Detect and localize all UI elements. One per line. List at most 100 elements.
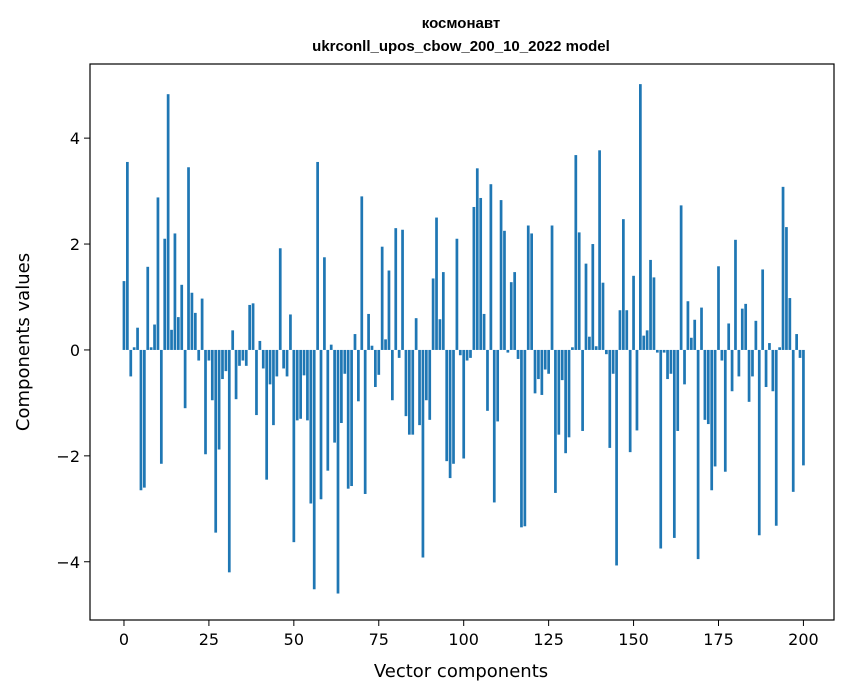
bar-12 [163, 238, 167, 350]
bar-158 [659, 349, 663, 549]
x-tick-label-75: 75 [369, 630, 389, 649]
bar-166 [686, 301, 690, 350]
bar-21 [193, 312, 197, 350]
bar-177 [723, 349, 727, 472]
bar-84 [407, 349, 411, 435]
bar-110 [496, 349, 500, 422]
bar-194 [781, 186, 785, 350]
bar-38 [251, 303, 255, 350]
bar-89 [424, 349, 428, 401]
bar-0 [122, 281, 126, 350]
x-tick-label-0: 0 [119, 630, 129, 649]
bar-24 [204, 349, 207, 455]
bar-28 [217, 349, 221, 450]
bar-137 [588, 336, 591, 350]
bar-200 [802, 349, 805, 466]
bar-7 [146, 266, 150, 350]
y-axis-label: Components values [13, 253, 34, 431]
bar-50 [292, 349, 296, 543]
bar-174 [713, 349, 717, 467]
bar-59 [323, 257, 326, 350]
bar-154 [645, 330, 649, 350]
bar-79 [391, 349, 394, 401]
bar-9 [153, 324, 156, 350]
bar-37 [248, 304, 252, 350]
bar-56 [312, 349, 316, 590]
bar-17 [180, 284, 184, 350]
bar-5 [139, 349, 143, 491]
bar-32 [231, 330, 235, 350]
bar-18 [183, 349, 187, 409]
bar-195 [785, 227, 788, 350]
bar-139 [594, 346, 598, 350]
x-tick-label-200: 200 [788, 630, 819, 649]
x-tick-label-100: 100 [448, 630, 479, 649]
bar-90 [428, 349, 432, 420]
bar-104 [475, 168, 479, 350]
bar-96 [448, 349, 452, 479]
bar-62 [333, 349, 336, 443]
bar-4 [136, 327, 139, 350]
bar-19 [187, 167, 190, 350]
bar-187 [757, 349, 761, 536]
bar-148 [625, 310, 629, 350]
bar-118 [523, 349, 527, 527]
bar-167 [689, 337, 693, 350]
x-axis-label: Vector components [374, 661, 548, 682]
bar-49 [289, 314, 292, 350]
bar-99 [458, 349, 462, 356]
bar-125 [547, 349, 550, 374]
bar-43 [268, 349, 272, 385]
bar-35 [241, 349, 245, 361]
bar-105 [479, 197, 483, 350]
bar-143 [608, 349, 612, 448]
bar-134 [577, 232, 581, 350]
bar-115 [513, 272, 517, 350]
bar-189 [764, 349, 768, 388]
bar-94 [441, 272, 445, 350]
bar-119 [526, 225, 530, 350]
bar-74 [374, 349, 377, 388]
bar-120 [530, 233, 533, 350]
bar-193 [778, 347, 781, 350]
bar-136 [584, 263, 588, 350]
y-tick-label--4: −4 [56, 553, 80, 572]
bar-69 [357, 349, 360, 402]
bar-70 [360, 196, 364, 350]
chart-title-line1: космонавт [422, 15, 500, 32]
bar-26 [210, 349, 214, 401]
bar-178 [727, 323, 731, 350]
bar-92 [435, 217, 438, 350]
bar-13 [166, 94, 170, 350]
bar-85 [411, 349, 415, 435]
bar-131 [567, 349, 571, 438]
bar-175 [717, 266, 720, 350]
bar-14 [170, 329, 173, 350]
bar-29 [221, 349, 224, 380]
bar-179 [730, 349, 734, 392]
bar-80 [394, 228, 398, 350]
bar-150 [632, 275, 635, 350]
bar-48 [285, 349, 289, 377]
bar-75 [377, 349, 381, 375]
bar-126 [550, 225, 554, 350]
bar-165 [683, 349, 686, 385]
x-tick-label-175: 175 [703, 630, 734, 649]
bar-164 [679, 205, 683, 350]
bar-78 [387, 270, 391, 350]
bar-20 [190, 292, 194, 350]
y-tick-label-0: 0 [70, 341, 80, 360]
bar-108 [489, 184, 493, 350]
bar-41 [261, 349, 265, 369]
bar-151 [635, 349, 639, 431]
bar-23 [200, 298, 204, 350]
bar-25 [207, 349, 211, 361]
bar-27 [214, 349, 218, 533]
bar-102 [469, 349, 472, 358]
bar-88 [421, 349, 425, 558]
bar-81 [397, 349, 401, 358]
bar-83 [404, 349, 408, 417]
bar-8 [149, 347, 153, 350]
bar-180 [734, 239, 737, 350]
